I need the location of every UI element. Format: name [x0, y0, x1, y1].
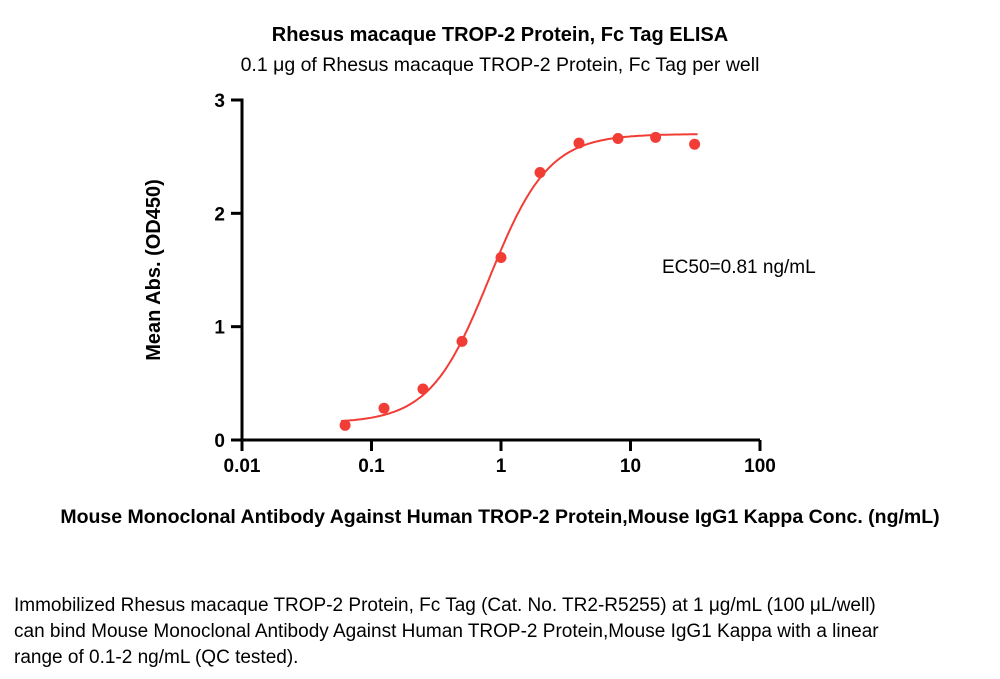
figure-caption: Immobilized Rhesus macaque TROP-2 Protei…: [14, 595, 879, 669]
data-point: [417, 383, 429, 395]
x-tick-label: 0.1: [358, 456, 385, 477]
chart-subtitle: 0.1 μg of Rhesus macaque TROP-2 Protein,…: [240, 54, 760, 76]
y-tick-label: 0: [214, 431, 225, 452]
data-point: [689, 138, 701, 150]
ec50-annotation: EC50=0.81 ng/mL: [662, 257, 816, 278]
data-point: [456, 335, 468, 347]
y-tick-label: 2: [214, 204, 225, 225]
x-tick-label: 100: [744, 456, 776, 477]
data-point: [495, 252, 507, 263]
data-point: [573, 137, 585, 149]
data-point: [612, 133, 624, 144]
elisa-plot: 0 1 2 3 0.01 0.1 1 10 100 EC50=0.81 ng/mL Mean Abs…: [143, 91, 816, 477]
x-tick-label: 10: [620, 456, 641, 477]
y-tick-label: 1: [214, 318, 225, 339]
data-point: [534, 167, 546, 178]
x-tick-label: 1: [496, 456, 507, 477]
chart-title: Rhesus macaque TROP-2 Protein, Fc Tag EL…: [271, 24, 729, 46]
data-point: [650, 131, 662, 143]
y-axis-label: Mean Abs. (OD450): [143, 179, 165, 361]
fit-curve: [340, 133, 698, 423]
x-axis-label: Mouse Monoclonal Antibody Against Human …: [60, 506, 940, 528]
y-tick-label: 3: [214, 91, 225, 112]
data-point: [378, 402, 390, 414]
x-tick-label: 0.01: [224, 456, 261, 477]
data-point: [339, 419, 351, 431]
